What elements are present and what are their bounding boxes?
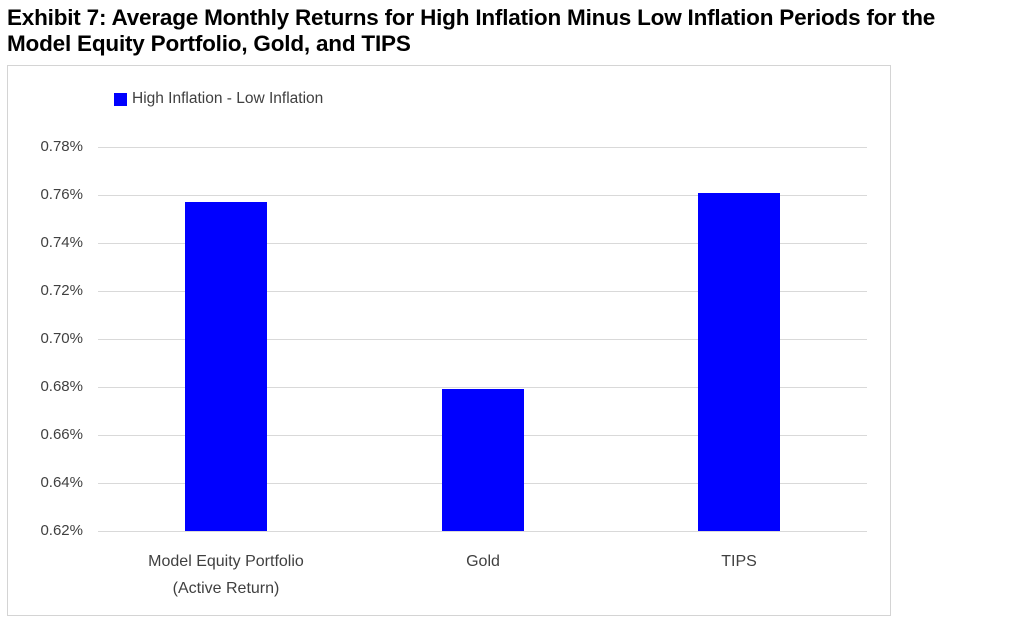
- bar: [442, 389, 524, 531]
- x-axis-category-label: Gold: [466, 553, 500, 570]
- x-axis-category-label: TIPS: [721, 553, 757, 570]
- bar: [185, 202, 267, 531]
- x-axis-category-label: Model Equity Portfolio (Active Return): [148, 553, 304, 597]
- y-gridline: [98, 339, 867, 340]
- y-axis-tick-label: 0.74%: [40, 234, 83, 251]
- figure-title: Exhibit 7: Average Monthly Returns for H…: [7, 5, 1021, 57]
- y-gridline: [98, 291, 867, 292]
- bar: [698, 193, 780, 531]
- y-gridline: [98, 195, 867, 196]
- chart-area: High Inflation - Low Inflation 0.78% 0.76…: [7, 65, 891, 616]
- y-axis-tick-label: 0.66%: [40, 426, 83, 443]
- y-gridline: [98, 243, 867, 244]
- y-axis-tick-label: 0.64%: [40, 474, 83, 491]
- figure-title-line-2: Model Equity Portfolio, Gold, and TIPS: [7, 31, 411, 56]
- figure-title-line-1: Exhibit 7: Average Monthly Returns for H…: [7, 5, 936, 30]
- y-axis-tick-label: 0.72%: [40, 282, 83, 299]
- y-gridline: [98, 387, 867, 388]
- y-axis-tick-label: 0.70%: [40, 330, 83, 347]
- y-gridline: [98, 147, 867, 148]
- y-axis-tick-label: 0.62%: [40, 522, 83, 539]
- y-gridline: [98, 531, 867, 532]
- y-axis-tick-label: 0.68%: [40, 378, 83, 395]
- legend-swatch-icon: [114, 92, 127, 106]
- y-axis-tick-label: 0.76%: [40, 186, 83, 203]
- legend-label: High Inflation - Low Inflation: [132, 90, 324, 107]
- chart-legend: High Inflation - Low Inflation: [114, 90, 323, 108]
- y-axis-tick-label: 0.78%: [40, 138, 83, 155]
